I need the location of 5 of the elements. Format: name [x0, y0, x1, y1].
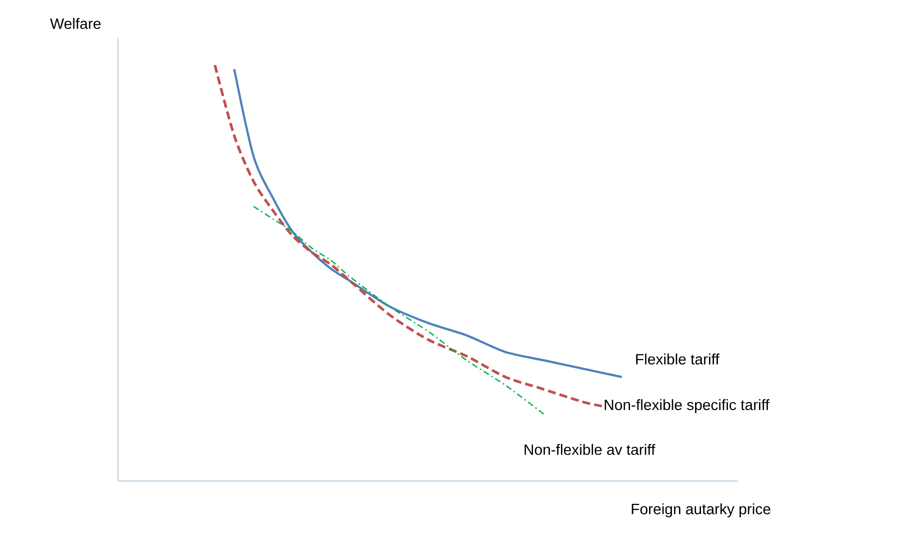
y-axis-title: Welfare [50, 18, 101, 29]
text: Non-flexible av tariff [524, 444, 656, 455]
series-label: Flexible tariff [636, 354, 720, 364]
series-label: Non-flexible specific tariff [604, 399, 770, 414]
x-axis-title: Foreign autarky price [632, 503, 770, 518]
